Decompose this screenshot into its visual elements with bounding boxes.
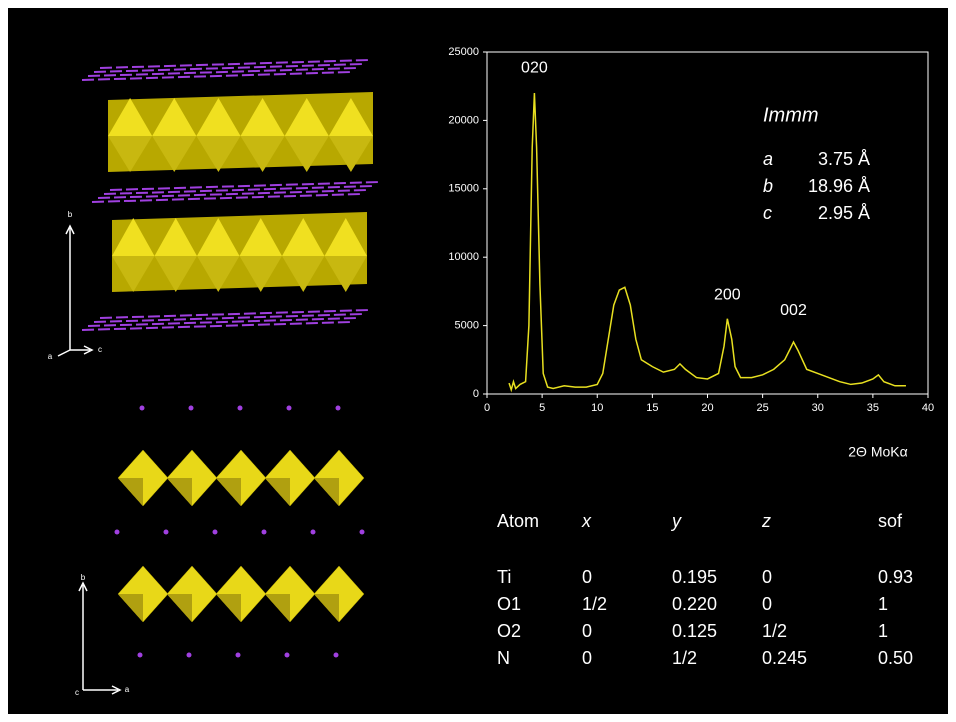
param-symbol: a [763, 149, 773, 169]
atom [311, 530, 316, 535]
y-tick-label: 25000 [448, 46, 479, 58]
x-tick-label: 0 [484, 402, 490, 414]
x-tick-label: 25 [757, 402, 769, 414]
axis-label: a [48, 352, 53, 361]
atom [285, 653, 290, 658]
atom [262, 530, 267, 535]
table-header: y [670, 511, 682, 531]
table-cell: 0.245 [762, 648, 807, 668]
axis-label: b [68, 210, 73, 219]
table-cell: 0.93 [878, 567, 913, 587]
atom [238, 406, 243, 411]
table-cell: 0.220 [672, 594, 717, 614]
table-cell: 1 [878, 621, 888, 641]
atom [287, 406, 292, 411]
peak-label: 200 [714, 287, 741, 304]
y-tick-label: 0 [473, 388, 479, 400]
peak-label: 020 [521, 60, 548, 77]
table-cell: Ti [497, 567, 511, 587]
atom [189, 406, 194, 411]
param-value: 18.96 Å [808, 176, 870, 196]
table-cell: 1 [878, 594, 888, 614]
space-group: Immm [763, 104, 819, 126]
atom [336, 406, 341, 411]
atom [164, 530, 169, 535]
table-cell: O1 [497, 594, 521, 614]
x-tick-label: 30 [812, 402, 824, 414]
table-cell: 0 [762, 567, 772, 587]
x-tick-label: 10 [591, 402, 603, 414]
x-tick-label: 35 [867, 402, 879, 414]
axis-label: b [81, 573, 86, 582]
table-cell: O2 [497, 621, 521, 641]
table-cell: 0 [582, 648, 592, 668]
y-tick-label: 20000 [448, 114, 479, 126]
axis-label: c [98, 345, 102, 354]
y-tick-label: 10000 [448, 251, 479, 263]
x-tick-label: 15 [646, 402, 658, 414]
table-cell: 0.125 [672, 621, 717, 641]
y-tick-label: 5000 [455, 320, 479, 332]
atom [213, 530, 218, 535]
table-cell: N [497, 648, 510, 668]
peak-label: 002 [780, 302, 807, 319]
y-tick-label: 15000 [448, 183, 479, 195]
param-symbol: c [763, 203, 772, 223]
table-cell: 1/2 [762, 621, 787, 641]
table-cell: 0.195 [672, 567, 717, 587]
param-value: 3.75 Å [818, 149, 870, 169]
table-cell: 0 [582, 621, 592, 641]
atom [115, 530, 120, 535]
figure: b a c b c a 2Θ MoKα Immm 051015202530354… [0, 0, 956, 722]
table-cell: 1/2 [582, 594, 607, 614]
atom [334, 653, 339, 658]
x-tick-label: 20 [701, 402, 713, 414]
x-tick-label: 5 [539, 402, 545, 414]
table-header: Atom [497, 511, 539, 531]
atom [360, 530, 365, 535]
atom [187, 653, 192, 658]
table-header: sof [878, 511, 903, 531]
atom [140, 406, 145, 411]
x-tick-label: 40 [922, 402, 934, 414]
table-cell: 1/2 [672, 648, 697, 668]
table-cell: 0 [582, 567, 592, 587]
table-cell: 0 [762, 594, 772, 614]
atom [236, 653, 241, 658]
param-value: 2.95 Å [818, 203, 870, 223]
atom [138, 653, 143, 658]
x-axis-label: 2Θ MoKα [848, 444, 907, 460]
table-header: x [581, 511, 592, 531]
page: {"chart_data": {"type": "line", "x_label… [0, 0, 956, 722]
axis-label: a [125, 685, 130, 694]
table-cell: 0.50 [878, 648, 913, 668]
table-header: z [761, 511, 771, 531]
param-symbol: b [763, 176, 773, 196]
axis-label: c [75, 688, 79, 697]
